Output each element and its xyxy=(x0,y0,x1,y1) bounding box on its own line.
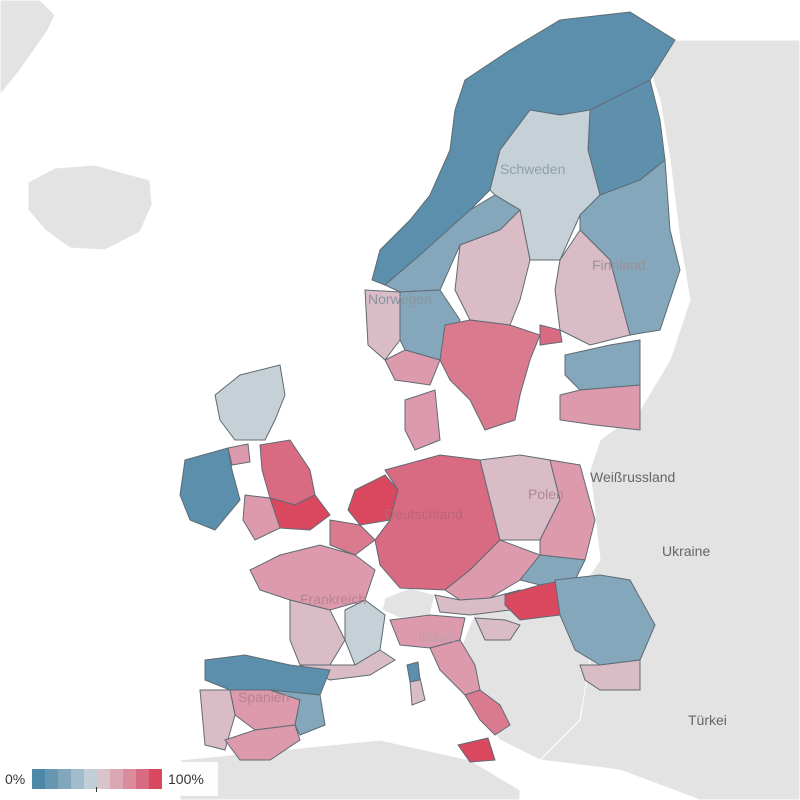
region-slovenia-croatia xyxy=(474,617,521,641)
region-norway-southwest xyxy=(384,349,441,386)
legend-swatch xyxy=(136,769,149,789)
legend-swatch xyxy=(58,769,71,789)
region-slovakia xyxy=(519,554,586,586)
legend-swatch xyxy=(123,769,136,789)
legend-swatch xyxy=(149,769,162,789)
region-sweden-mid xyxy=(454,208,531,326)
label-deutschland: Deutschland xyxy=(385,506,463,522)
legend-swatch xyxy=(84,769,97,789)
region-spain-south xyxy=(224,724,301,761)
label-finnland: Finnland xyxy=(592,257,646,273)
region-sicily xyxy=(457,737,496,763)
region-italy-south xyxy=(464,689,511,736)
region-ireland xyxy=(179,447,241,531)
iceland xyxy=(27,164,153,251)
region-spain-east xyxy=(269,689,326,736)
label-tuerkei: Türkei xyxy=(688,712,727,728)
legend-swatch xyxy=(32,769,45,789)
region-bulgaria xyxy=(579,659,641,691)
legend-midpoint-tick xyxy=(96,787,97,792)
label-frankreich: Frankreich xyxy=(300,591,366,607)
label-polen: Polen xyxy=(528,486,564,502)
region-norway-north xyxy=(371,11,676,286)
region-sweden-south xyxy=(439,319,541,431)
legend-color-ramp xyxy=(32,769,162,789)
legend-swatch xyxy=(97,769,110,789)
region-corsica xyxy=(406,661,421,683)
legend-max-label: 100% xyxy=(168,771,204,787)
label-norwegen: Norwegen xyxy=(368,291,432,307)
region-baltic-latvia xyxy=(559,384,641,431)
region-france-north xyxy=(249,544,376,611)
region-portugal xyxy=(199,689,236,751)
label-schweden: Schweden xyxy=(500,161,565,177)
region-finland-southwest xyxy=(539,324,563,346)
region-finland-east xyxy=(579,159,681,336)
region-belgium xyxy=(329,519,376,556)
region-norway-west xyxy=(364,289,401,361)
legend-min-label: 0% xyxy=(5,771,26,787)
label-ukraine: Ukraine xyxy=(662,543,710,559)
country-labels: Schweden Finnland Norwegen Weißrussland … xyxy=(238,161,727,728)
region-northern-ireland xyxy=(227,443,251,466)
label-italien: Italien xyxy=(418,629,455,645)
legend-swatch xyxy=(110,769,123,789)
label-spanien: Spanien xyxy=(238,689,289,705)
greenland-fragment xyxy=(0,0,56,96)
legend-swatch xyxy=(71,769,84,789)
region-scotland xyxy=(214,364,286,441)
region-finland-south xyxy=(554,229,631,346)
color-legend: 0% 100% xyxy=(0,762,218,796)
region-wales xyxy=(242,494,281,541)
region-denmark xyxy=(404,389,441,451)
legend-swatch xyxy=(45,769,58,789)
label-weissrussland: Weißrussland xyxy=(590,469,675,485)
choropleth-regions xyxy=(179,11,681,763)
